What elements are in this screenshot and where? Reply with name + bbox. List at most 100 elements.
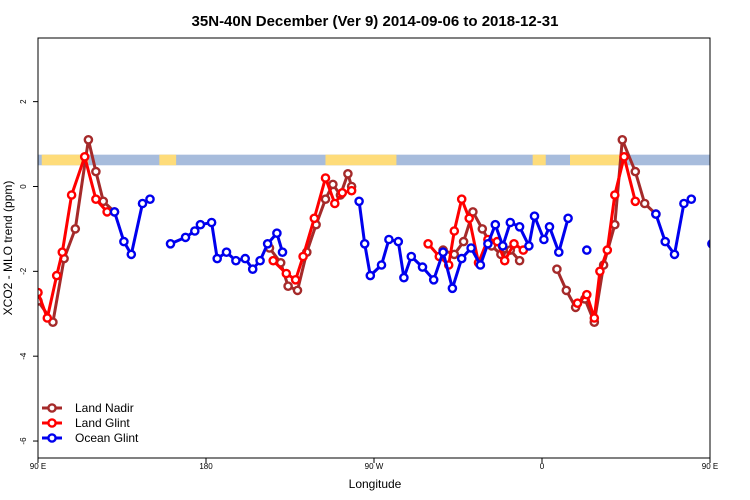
data-point: [42, 313, 53, 323]
data-point: [262, 238, 273, 249]
legend-label: Ocean Glint: [75, 431, 139, 445]
data-point: [399, 272, 409, 283]
data-point: [346, 185, 357, 196]
data-point: [619, 151, 629, 162]
land-band: [532, 154, 546, 166]
data-point: [561, 285, 572, 296]
data-point: [505, 217, 516, 228]
data-point: [447, 283, 458, 294]
data-point: [189, 226, 200, 236]
data-point: [428, 274, 439, 285]
data-point: [102, 207, 112, 217]
data-point: [79, 151, 90, 162]
data-point: [610, 190, 620, 200]
data-point: [639, 198, 650, 209]
data-point: [490, 219, 501, 230]
series-line: [555, 138, 657, 324]
x-axis-label: Longitude: [349, 477, 402, 491]
series-line: [38, 138, 116, 324]
data-point: [272, 228, 282, 238]
x-tick-label: 180: [199, 462, 213, 471]
data-point: [137, 198, 148, 209]
data-point: [298, 251, 308, 262]
data-point: [119, 236, 129, 247]
data-point: [458, 236, 469, 247]
x-tick-label: 90 E: [702, 462, 718, 471]
legend-swatch-marker: [47, 418, 57, 428]
data-point: [145, 194, 155, 204]
data-point: [423, 238, 433, 249]
data-point: [343, 168, 353, 179]
data-point: [552, 264, 562, 275]
data-point: [240, 253, 250, 264]
series-line: [712, 237, 727, 243]
data-point: [509, 238, 519, 249]
data-point: [66, 190, 77, 200]
data-point: [255, 255, 265, 266]
data-point: [70, 224, 81, 234]
legend-item: Land Nadir: [42, 401, 134, 415]
data-point: [406, 251, 417, 262]
land-band: [714, 155, 750, 166]
data-point: [165, 238, 176, 249]
data-point: [514, 221, 525, 232]
data-point: [354, 196, 364, 207]
data-point: [320, 194, 331, 204]
legend-item: Land Glint: [42, 416, 130, 430]
land-band: [570, 154, 626, 166]
data-point: [195, 219, 206, 230]
data-point: [268, 255, 279, 266]
series-line: [38, 155, 109, 320]
data-point: [529, 211, 540, 221]
data-point: [595, 266, 605, 277]
y-axis: 2 0 -2 -4 -6: [19, 99, 38, 445]
data-point: [283, 281, 293, 292]
series-ocean-glint: [109, 194, 727, 294]
x-axis: 90 E 180 90 W 0 90 E: [30, 458, 718, 471]
data-point: [126, 249, 137, 260]
y-tick-label: 0: [19, 184, 28, 189]
data-point: [292, 285, 303, 296]
y-tick-label: -2: [19, 267, 28, 275]
data-point: [524, 241, 534, 251]
x-tick-label: 0: [540, 462, 545, 471]
data-point: [221, 247, 232, 257]
data-point: [707, 239, 710, 249]
data-point: [497, 241, 508, 251]
data-point: [539, 234, 549, 245]
data-point: [499, 255, 510, 266]
data-point: [679, 198, 689, 209]
legend-label: Land Nadir: [75, 401, 134, 415]
data-point: [337, 187, 348, 198]
data-point: [384, 234, 394, 245]
land-band: [41, 154, 89, 166]
data-point: [483, 238, 493, 249]
y-tick-label: 2: [19, 99, 28, 104]
data-point: [630, 196, 641, 207]
data-point: [456, 253, 467, 264]
data-point: [475, 260, 486, 270]
legend-swatch-marker: [47, 433, 57, 443]
data-point: [290, 274, 301, 285]
data-point: [617, 134, 628, 145]
data-point: [514, 255, 525, 266]
data-point: [544, 221, 555, 232]
data-point: [449, 226, 460, 236]
data-point: [602, 245, 613, 255]
legend-item: Ocean Glint: [42, 431, 139, 445]
data-point: [572, 298, 583, 309]
data-point: [359, 238, 370, 249]
data-point: [376, 260, 387, 270]
series-layer: [38, 134, 727, 328]
y-axis-label: XCO2 - MLO trend (ppm): [1, 181, 15, 316]
legend-label: Land Glint: [75, 416, 130, 430]
data-point: [309, 213, 320, 224]
y-tick-label: -4: [19, 352, 28, 360]
land-band: [325, 154, 397, 166]
legend-swatch-marker: [47, 403, 57, 413]
data-point: [630, 166, 641, 177]
data-point: [417, 262, 428, 272]
data-point: [83, 134, 94, 145]
